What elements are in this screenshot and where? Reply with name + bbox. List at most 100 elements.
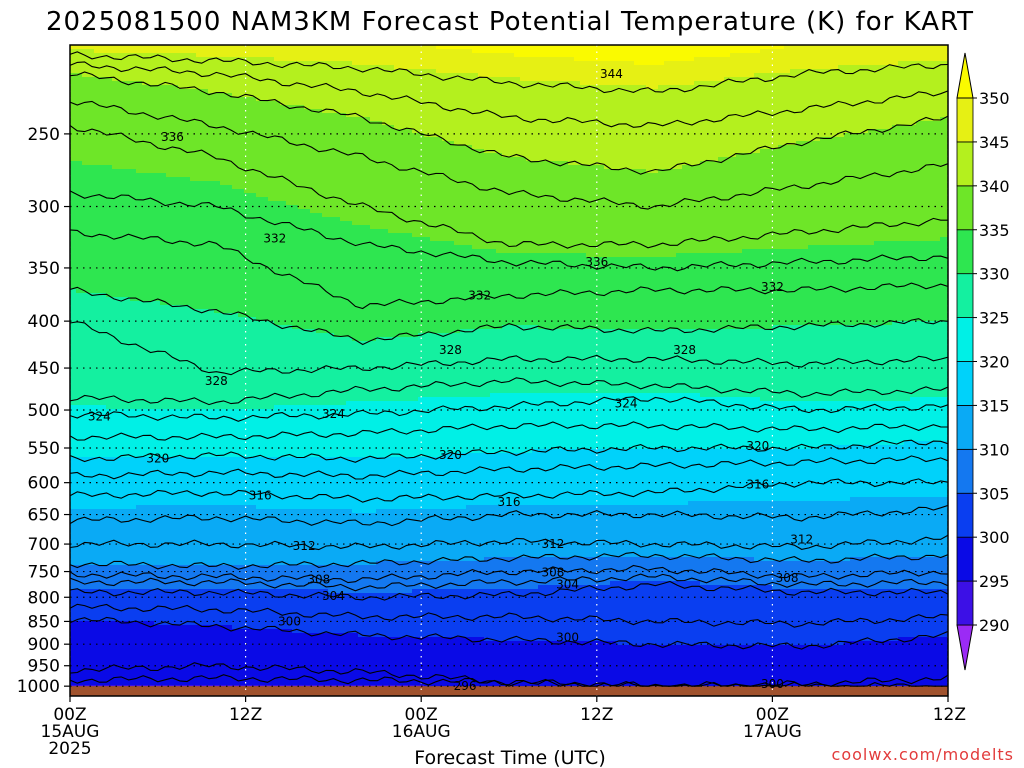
field-cell: [172, 289, 179, 294]
field-cell: [154, 101, 161, 106]
field-cell: [226, 193, 233, 198]
field-cell: [184, 181, 191, 186]
field-cell: [130, 489, 137, 494]
field-cell: [100, 145, 107, 150]
field-cell: [244, 409, 251, 414]
field-cell: [118, 101, 125, 106]
field-cell: [118, 625, 125, 630]
field-cell: [106, 521, 113, 526]
field-cell: [226, 297, 233, 302]
field-cell: [118, 325, 125, 330]
field-cell: [112, 425, 119, 430]
field-cell: [232, 125, 239, 130]
field-cell: [82, 281, 89, 286]
field-cell: [220, 149, 227, 154]
field-cell: [160, 105, 167, 110]
field-cell: [136, 161, 143, 166]
field-cell: [70, 233, 77, 238]
field-cell: [160, 429, 167, 434]
field-cell: [94, 157, 101, 162]
field-cell: [220, 109, 227, 114]
field-cell: [82, 341, 89, 346]
field-cell: [70, 301, 77, 306]
field-cell: [112, 525, 119, 530]
field-cell: [202, 205, 209, 210]
field-cell: [244, 637, 251, 642]
field-cell: [100, 265, 107, 270]
field-cell: [214, 497, 221, 502]
field-cell: [124, 357, 131, 362]
field-cell: [232, 361, 239, 366]
field-cell: [106, 177, 113, 182]
field-cell: [166, 233, 173, 238]
field-cell: [148, 77, 155, 82]
field-cell: [196, 529, 203, 534]
field-cell: [70, 121, 77, 126]
field-cell: [82, 433, 89, 438]
field-cell: [238, 389, 245, 394]
field-cell: [142, 49, 149, 54]
field-cell: [160, 309, 167, 314]
field-cell: [118, 405, 125, 410]
field-cell: [154, 653, 161, 658]
field-cell: [118, 85, 125, 90]
field-cell: [82, 181, 89, 186]
field-cell: [220, 117, 227, 122]
field-cell: [148, 269, 155, 274]
field-cell: [112, 637, 119, 642]
field-cell: [250, 125, 257, 130]
field-cell: [202, 257, 209, 262]
field-cell: [118, 425, 125, 430]
field-cell: [172, 101, 179, 106]
field-cell: [88, 49, 95, 54]
field-cell: [178, 373, 185, 378]
field-cell: [70, 217, 77, 222]
field-cell: [172, 497, 179, 502]
field-cell: [178, 225, 185, 230]
field-cell: [100, 465, 107, 470]
field-cell: [172, 213, 179, 218]
field-cell: [226, 525, 233, 530]
field-cell: [208, 345, 215, 350]
field-cell: [202, 197, 209, 202]
field-cell: [184, 421, 191, 426]
field-cell: [70, 461, 77, 466]
field-cell: [106, 349, 113, 354]
field-cell: [250, 53, 257, 58]
field-cell: [124, 381, 131, 386]
field-cell: [100, 277, 107, 282]
field-cell: [226, 185, 233, 190]
field-cell: [244, 209, 251, 214]
field-cell: [124, 389, 131, 394]
field-cell: [202, 557, 209, 562]
field-cell: [148, 201, 155, 206]
field-cell: [208, 361, 215, 366]
field-cell: [238, 361, 245, 366]
field-cell: [154, 549, 161, 554]
field-cell: [190, 273, 197, 278]
field-cell: [106, 497, 113, 502]
field-cell: [154, 257, 161, 262]
field-cell: [184, 545, 191, 550]
field-cell: [196, 601, 203, 606]
field-cell: [112, 453, 119, 458]
field-cell: [82, 329, 89, 334]
field-cell: [94, 649, 101, 654]
field-cell: [136, 425, 143, 430]
field-cell: [226, 429, 233, 434]
field-cell: [172, 105, 179, 110]
field-cell: [202, 405, 209, 410]
field-cell: [106, 385, 113, 390]
field-cell: [82, 153, 89, 158]
field-cell: [196, 105, 203, 110]
field-cell: [94, 381, 101, 386]
field-cell: [94, 285, 101, 290]
field-cell: [70, 153, 77, 158]
field-cell: [82, 397, 89, 402]
field-cell: [250, 69, 257, 74]
field-cell: [220, 677, 227, 682]
field-cell: [190, 477, 197, 482]
field-cell: [220, 533, 227, 538]
field-cell: [232, 661, 239, 666]
field-cell: [112, 117, 119, 122]
